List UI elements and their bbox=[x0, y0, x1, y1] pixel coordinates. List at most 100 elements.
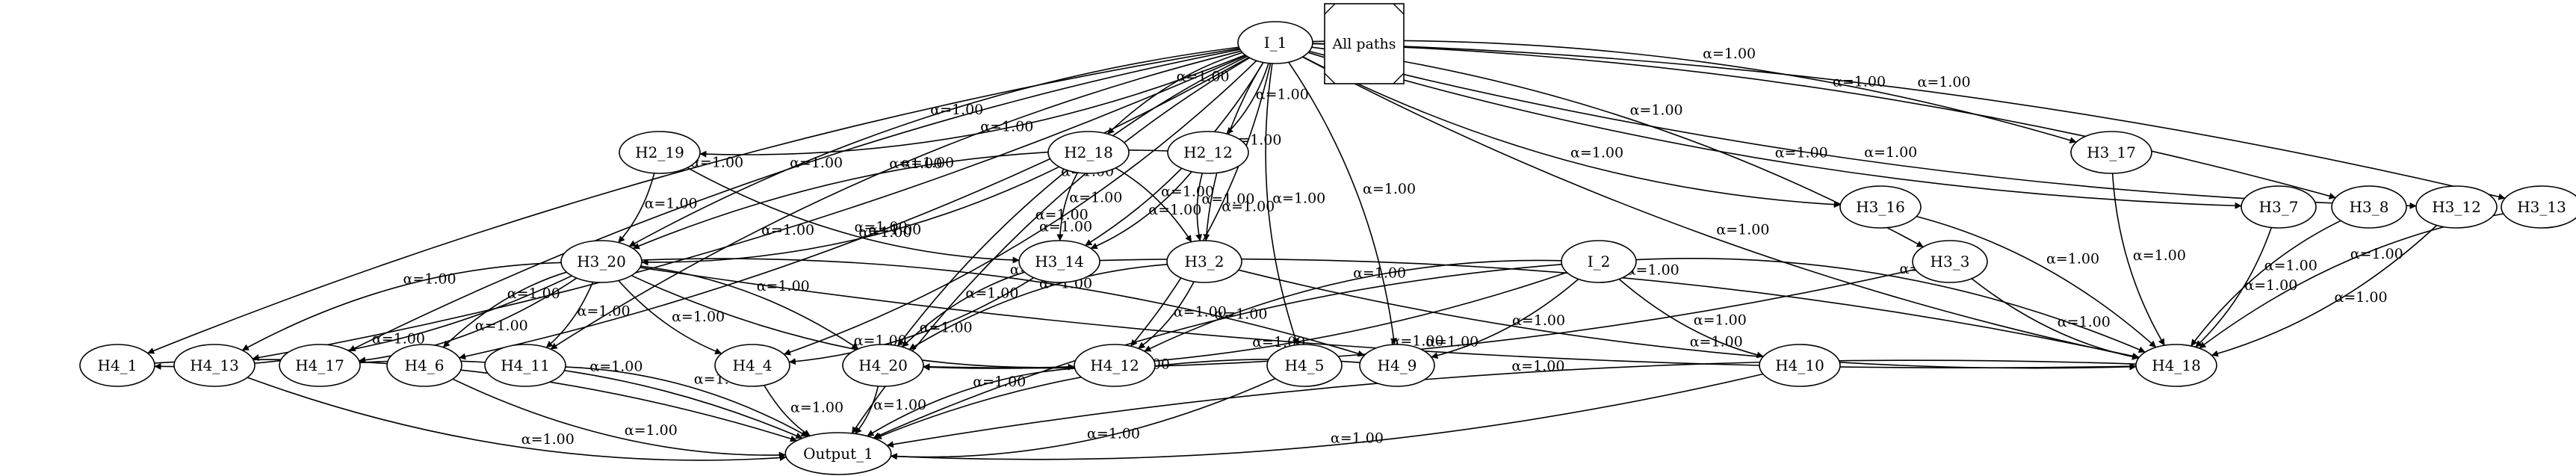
edge-H3_20-to-H4_17: α=1.00 bbox=[359, 277, 578, 364]
edge-label: α=1.00 bbox=[1087, 426, 1140, 442]
edge-line bbox=[1144, 259, 1562, 352]
edge-line bbox=[1115, 167, 1192, 243]
edge-line bbox=[2195, 227, 2273, 347]
edge-line bbox=[1226, 63, 1269, 135]
node-H4_9: H4_9 bbox=[1359, 344, 1435, 387]
node-ellipse bbox=[1561, 240, 1637, 283]
node-ellipse bbox=[79, 344, 155, 387]
edge-line bbox=[565, 366, 808, 437]
edge-line bbox=[1090, 171, 1192, 250]
node-label: H4_12 bbox=[1090, 356, 1139, 374]
edge-line bbox=[359, 277, 578, 364]
edge-H2_12-to-H3_14: α=1.00 bbox=[1090, 171, 1201, 250]
edge-label: α=1.00 bbox=[1148, 202, 1201, 218]
node-ellipse bbox=[842, 344, 924, 387]
edge-H3_7-to-H4_18: α=1.00 bbox=[2195, 227, 2297, 347]
edge-label: α=1.00 bbox=[790, 155, 843, 171]
node-H2_19: H2_19 bbox=[619, 131, 701, 174]
legend-label: All paths bbox=[1331, 36, 1396, 52]
edge-line bbox=[1138, 281, 1195, 349]
node-ellipse bbox=[2241, 185, 2317, 229]
edge-I_1-to-H4_11: α=1.00 bbox=[550, 50, 1242, 350]
edge-label: α=1.00 bbox=[858, 224, 911, 241]
node-label: H3_16 bbox=[1856, 198, 1905, 216]
edge-line bbox=[867, 368, 1075, 437]
node-ellipse bbox=[2501, 185, 2576, 229]
node-label: H2_12 bbox=[1183, 143, 1233, 161]
node-ellipse bbox=[2415, 185, 2498, 229]
node-label: H3_8 bbox=[2350, 198, 2389, 216]
edge-I_2-to-H4_12: α=1.00 bbox=[1144, 259, 1562, 352]
node-ellipse bbox=[560, 240, 643, 283]
node-ellipse bbox=[714, 344, 790, 387]
edge-I_1-to-H3_17: α=1.00 bbox=[1312, 40, 2077, 143]
node-H4_5: H4_5 bbox=[1266, 344, 1343, 387]
node-H3_17: H3_17 bbox=[2070, 131, 2152, 174]
node-label: H3_20 bbox=[577, 253, 626, 271]
edge-I_1-to-H4_1: α=1.00 bbox=[147, 48, 1240, 354]
edge-line bbox=[923, 271, 1567, 371]
edge-label: α=1.00 bbox=[521, 431, 575, 448]
edge-label: α=1.00 bbox=[1864, 144, 1917, 161]
edge-H4_5-to-Output_1: α=1.00 bbox=[890, 377, 1276, 460]
edge-I_2-to-Output_1: α=1.00 bbox=[873, 264, 1562, 439]
node-ellipse bbox=[619, 131, 701, 174]
edge-line bbox=[618, 279, 722, 355]
edge-I_1-to-H4_18: α=1.00 bbox=[1302, 56, 2140, 360]
edge-label: α=1.00 bbox=[2244, 277, 2297, 294]
edge-label: α=1.00 bbox=[372, 330, 425, 347]
node-ellipse bbox=[1018, 240, 1100, 283]
edge-line bbox=[1056, 172, 1079, 241]
edge-H4_10-to-Output_1: α=1.00 bbox=[890, 373, 1763, 460]
legend: All paths bbox=[1324, 3, 1405, 84]
node-Output_1: Output_1 bbox=[784, 432, 892, 475]
node-ellipse bbox=[173, 344, 256, 387]
edge-H2_19-to-H3_14: α=1.00 bbox=[687, 167, 1020, 264]
legend-box bbox=[1324, 3, 1405, 84]
node-label: H2_18 bbox=[1064, 143, 1113, 161]
node-I_2: I_2 bbox=[1561, 240, 1637, 283]
node-ellipse bbox=[2135, 344, 2217, 387]
edge-label: α=1.00 bbox=[1035, 207, 1089, 223]
edge-I_1-to-H4_4: α=1.00 bbox=[783, 60, 1257, 356]
edge-I_1-to-H4_13: α=1.00 bbox=[252, 55, 1247, 361]
edge-label: α=1.00 bbox=[920, 319, 973, 336]
node-ellipse bbox=[2331, 185, 2407, 229]
edge-line bbox=[2190, 220, 2341, 347]
node-label: H3_7 bbox=[2259, 198, 2299, 216]
edge-line bbox=[1302, 56, 1841, 208]
edge-line bbox=[2111, 173, 2165, 346]
node-ellipse bbox=[279, 344, 361, 387]
edge-label: α=1.00 bbox=[1918, 74, 1971, 90]
edge-line bbox=[348, 49, 1240, 352]
edge-H4_18-to-Output_1: α=1.00 bbox=[886, 358, 2137, 448]
node-H3_16: H3_16 bbox=[1839, 185, 1922, 229]
node-label: H4_13 bbox=[190, 356, 239, 374]
edge-H4_12-to-Output_1: α=1.00 bbox=[867, 368, 1075, 437]
edge-label: α=1.00 bbox=[578, 303, 631, 320]
edge-line bbox=[247, 377, 787, 461]
edge-label: α=1.00 bbox=[625, 422, 678, 439]
edge-label: α=1.00 bbox=[403, 271, 456, 288]
node-label: H4_6 bbox=[405, 356, 445, 374]
edge-H3_16-to-H4_18: α=1.00 bbox=[1916, 215, 2157, 348]
edge-line bbox=[687, 167, 1020, 264]
edge-label: α=1.00 bbox=[1630, 102, 1683, 118]
edge-label: α=1.00 bbox=[1512, 312, 1565, 329]
node-H3_8: H3_8 bbox=[2331, 185, 2407, 229]
edge-label: α=1.00 bbox=[1039, 219, 1092, 235]
edge-line bbox=[1107, 52, 1243, 135]
edge-line bbox=[1238, 269, 2137, 371]
node-ellipse bbox=[784, 432, 892, 475]
edge-line bbox=[1635, 258, 2146, 353]
edge-label: α=1.00 bbox=[930, 102, 983, 118]
legend-corner-mark bbox=[1324, 3, 1405, 84]
node-H3_13: H3_13 bbox=[2501, 185, 2576, 229]
edge-line bbox=[897, 55, 1248, 347]
node-label: H3_2 bbox=[1185, 253, 1224, 271]
edge-line bbox=[2211, 224, 2438, 357]
edge-I_1-to-H4_12: α=1.00 bbox=[1130, 63, 1275, 347]
edge-line bbox=[631, 274, 1075, 371]
node-H4_12: H4_12 bbox=[1074, 344, 1156, 387]
